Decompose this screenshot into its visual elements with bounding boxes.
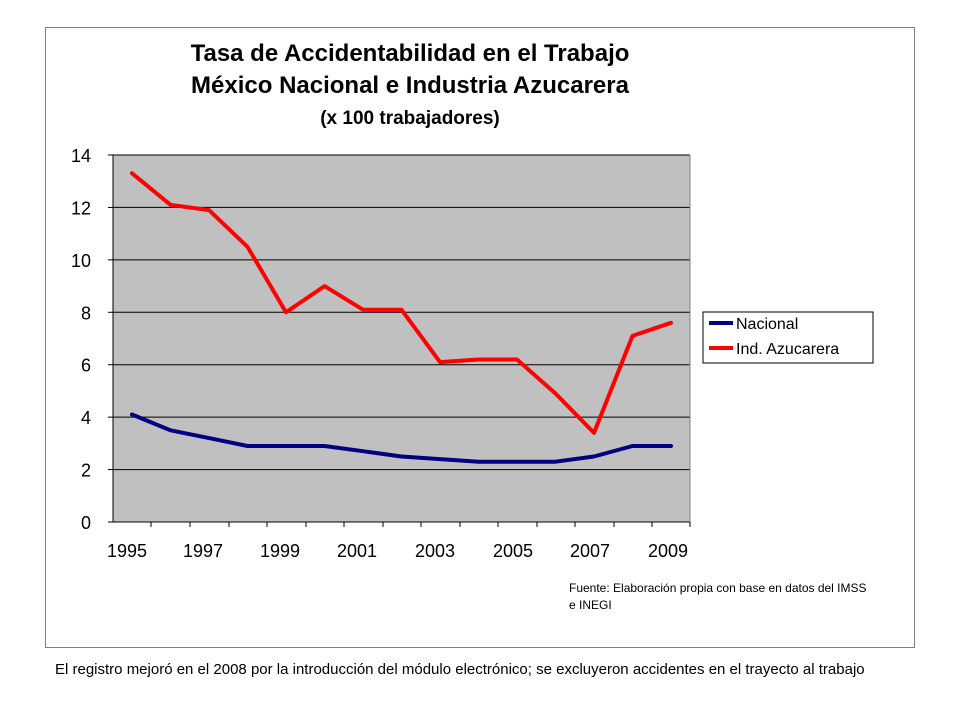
y-tick-label-10: 10 bbox=[71, 251, 91, 271]
legend-label-1: Ind. Azucarera bbox=[736, 341, 839, 358]
series-group bbox=[130, 171, 673, 464]
chart-subtitle: México Nacional e Industria Azucarera bbox=[191, 72, 629, 99]
y-tick-label-2: 2 bbox=[81, 461, 91, 481]
source-note: Fuente: Elaboración propia con base en d… bbox=[569, 581, 867, 612]
x-tick-label-1995: 1995 bbox=[107, 541, 147, 561]
y-tick-label-0: 0 bbox=[81, 513, 91, 533]
chart-unit-note: (x 100 trabajadores) bbox=[320, 108, 500, 129]
x-tick-label-2005: 2005 bbox=[493, 541, 533, 561]
x-tick-label-2007: 2007 bbox=[570, 541, 610, 561]
x-tick-label-1997: 1997 bbox=[183, 541, 223, 561]
y-tick-label-8: 8 bbox=[81, 303, 91, 323]
axes: 0 2 4 6 8 10 12 14 1995 1997 1999 2001 2003 2005 2007 2… bbox=[71, 146, 691, 561]
x-tick-label-1999: 1999 bbox=[260, 541, 300, 561]
y-tick-label-4: 4 bbox=[81, 408, 91, 428]
plot-area bbox=[113, 155, 690, 522]
x-tick-label-2001: 2001 bbox=[337, 541, 377, 561]
legend-label-0: Nacional bbox=[736, 316, 798, 333]
y-tick-label-14: 14 bbox=[71, 146, 91, 166]
y-tick-label-6: 6 bbox=[81, 356, 91, 376]
gridlines bbox=[113, 154, 690, 471]
legend-box bbox=[702, 311, 874, 364]
footnote: El registro mejoró en el 2008 por la int… bbox=[55, 661, 865, 678]
x-tick-label-2009: 2009 bbox=[648, 541, 688, 561]
legend: Nacional Ind. Azucarera bbox=[702, 311, 874, 364]
y-tick-label-12: 12 bbox=[71, 198, 91, 218]
chart-title: Tasa de Accidentabilidad en el Trabajo bbox=[190, 40, 630, 67]
x-tick-label-2003: 2003 bbox=[415, 541, 455, 561]
